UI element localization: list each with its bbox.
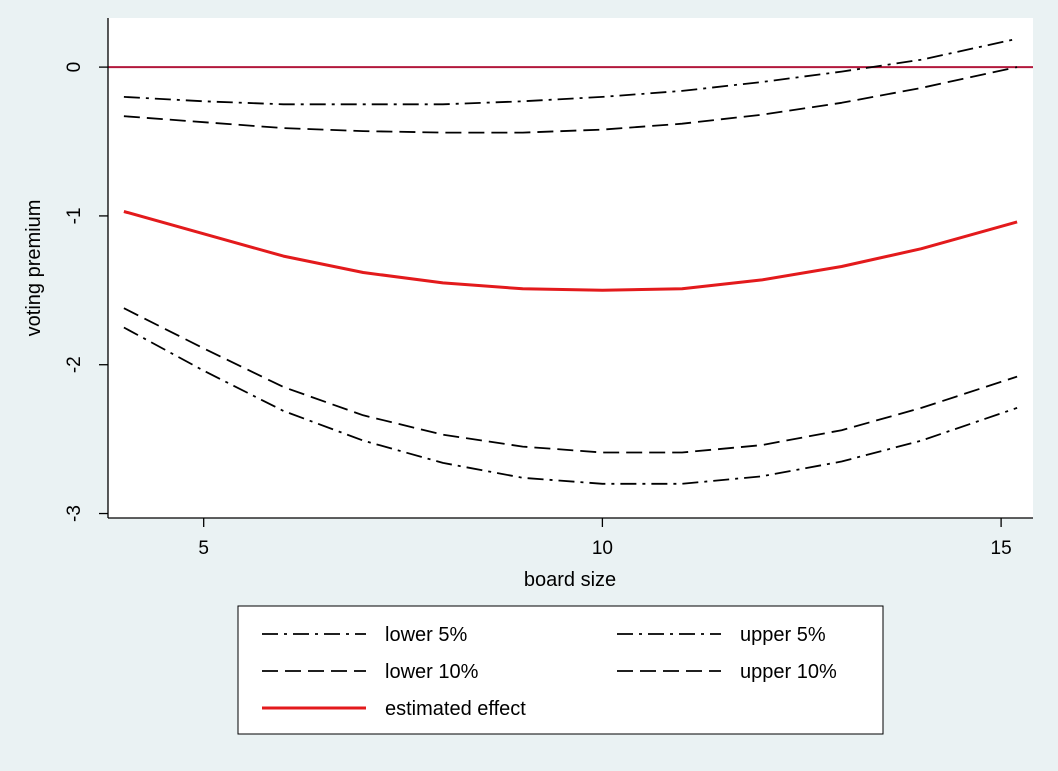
series-line-lower-10 <box>123 307 1018 454</box>
legend-box <box>237 605 884 735</box>
x-axis-ticks: 5 10 15 <box>198 518 1012 559</box>
plot-area <box>108 18 1033 518</box>
series-line-estimated-effect <box>123 210 1018 292</box>
y-tick-label: -1 <box>64 207 85 224</box>
y-axis-ticks: 0 -1 -2 -3 <box>64 62 108 522</box>
legend: lower 5% upper 5% lower 10% upper 10% estima… <box>237 605 884 735</box>
y-tick-label: -3 <box>64 505 85 522</box>
y-axis-title: voting premium <box>23 200 45 337</box>
legend-label: upper 5% <box>740 624 826 646</box>
x-tick-label: 10 <box>592 538 613 559</box>
series-line-lower-5 <box>123 326 1018 485</box>
legend-label: estimated effect <box>385 698 526 720</box>
x-tick-label: 5 <box>198 538 209 559</box>
y-tick-label: -2 <box>64 356 85 373</box>
y-tick-label: 0 <box>64 62 85 73</box>
series-line-upper-10 <box>123 66 1018 134</box>
legend-label: upper 10% <box>740 661 837 683</box>
legend-label: lower 10% <box>385 661 479 683</box>
x-axis-title: board size <box>524 569 616 591</box>
series-layer <box>123 37 1018 485</box>
series-line-upper-5 <box>123 37 1018 106</box>
legend-label: lower 5% <box>385 624 467 646</box>
x-tick-label: 15 <box>991 538 1012 559</box>
